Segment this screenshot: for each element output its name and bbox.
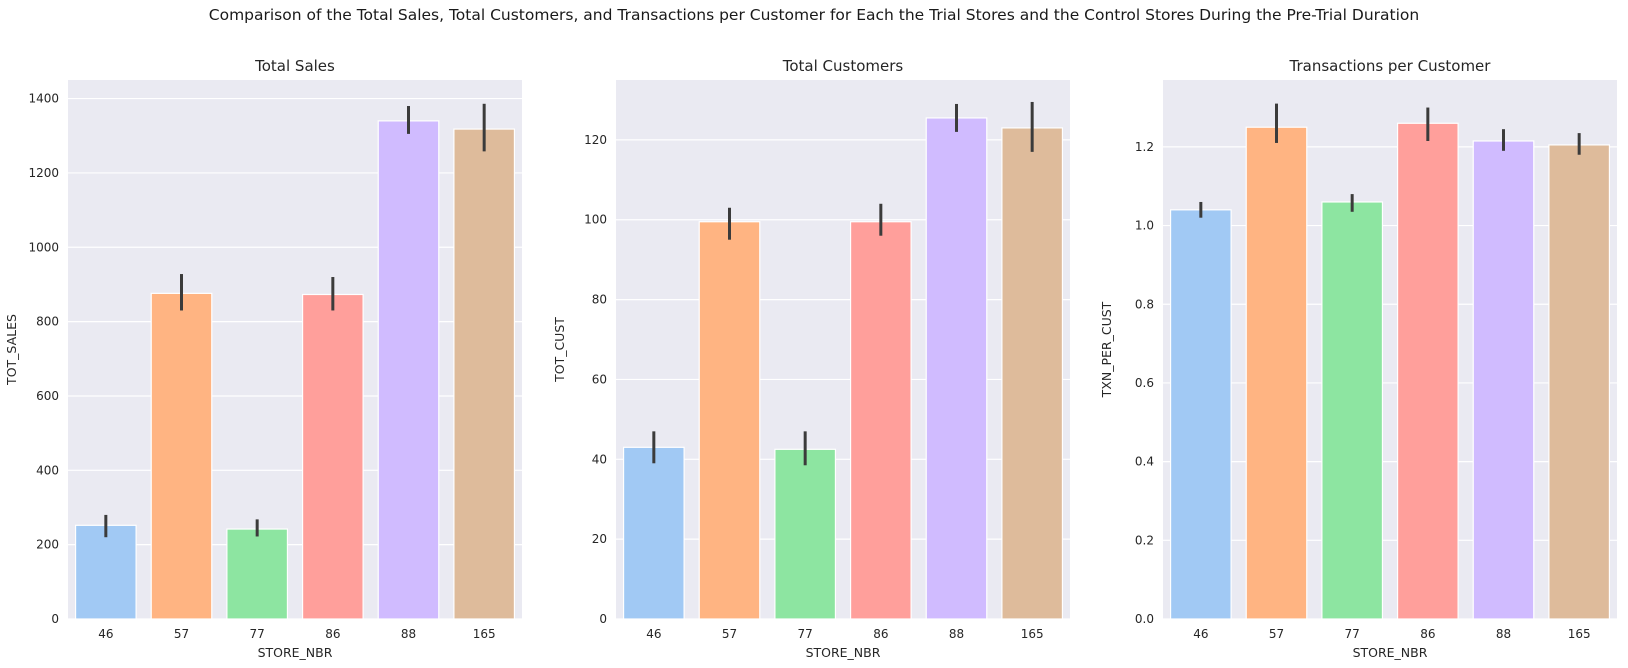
x-axis-label: STORE_NBR (1353, 645, 1428, 660)
x-tick-label: 46 (98, 627, 113, 641)
bar-165 (453, 128, 516, 620)
x-tick-label: 57 (174, 627, 189, 641)
bar-77 (774, 448, 837, 620)
x-tick-label: 165 (1021, 627, 1044, 641)
chart-title: Transactions per Customer (1289, 57, 1492, 75)
bar-165 (1001, 127, 1064, 620)
chart-total-customers: 0 20 40 60 80 100 120 46 57 77 86 88 165 Total Custom… (552, 57, 1070, 660)
bar-86 (849, 221, 912, 620)
y-tick-label: 40 (592, 452, 607, 466)
bar-46 (1169, 209, 1232, 620)
y-tick-label: 0 (599, 612, 607, 626)
y-tick-label: 0 (51, 612, 59, 626)
x-tick-label: 46 (1193, 627, 1208, 641)
figure-title: Comparison of the Total Sales, Total Cus… (208, 6, 1420, 24)
y-tick-label: 1400 (28, 92, 59, 106)
plot-area (616, 80, 1070, 619)
x-tick-label: 86 (325, 627, 340, 641)
x-axis-label: STORE_NBR (258, 645, 333, 660)
y-tick-label: 0.8 (1135, 297, 1154, 311)
y-tick-label: 1.0 (1135, 219, 1154, 233)
bar-88 (1472, 140, 1535, 620)
x-tick-label: 165 (1568, 627, 1591, 641)
y-tick-label: 20 (592, 532, 607, 546)
x-tick-label: 46 (646, 627, 661, 641)
y-tick-label: 800 (36, 315, 59, 329)
x-tick-label: 88 (1496, 627, 1511, 641)
y-tick-label: 0.0 (1135, 612, 1154, 626)
y-tick-label: 600 (36, 389, 59, 403)
bar-46 (74, 524, 137, 620)
y-tick-label: 0.2 (1135, 533, 1154, 547)
y-tick-label: 100 (584, 213, 607, 227)
bar-86 (1396, 122, 1459, 620)
y-tick-label: 1.2 (1135, 140, 1154, 154)
chart-transactions-per-customer: 0.0 0.2 0.4 0.6 0.8 1.0 1.2 46 57 77 86 88 165 Transa… (1099, 57, 1617, 660)
x-axis-label: STORE_NBR (806, 645, 881, 660)
x-tick-label: 165 (473, 627, 496, 641)
bar-57 (150, 292, 213, 620)
y-axis-label: TOT_CUST (552, 317, 567, 383)
y-tick-label: 400 (36, 463, 59, 477)
x-tick-label: 86 (1420, 627, 1435, 641)
x-tick-label: 77 (1345, 627, 1360, 641)
plot-area (68, 80, 522, 619)
chart-title: Total Customers (782, 57, 904, 75)
x-tick-label: 88 (949, 627, 964, 641)
bar-88 (377, 120, 440, 620)
bar-57 (1245, 126, 1308, 620)
y-tick-label: 80 (592, 293, 607, 307)
x-tick-label: 57 (1269, 627, 1284, 641)
chart-total-sales: 0 200 400 600 800 1000 1200 1400 46 57 77 86 88 165 To… (4, 57, 522, 660)
y-tick-label: 0.4 (1135, 455, 1154, 469)
bar-46 (622, 446, 685, 620)
bar-57 (698, 221, 761, 620)
chart-title: Total Sales (254, 57, 335, 75)
y-axis-label: TOT_SALES (4, 314, 19, 386)
bar-165 (1548, 144, 1611, 620)
x-tick-label: 57 (722, 627, 737, 641)
y-tick-label: 60 (592, 372, 607, 386)
bar-86 (301, 293, 364, 620)
bar-88 (925, 117, 988, 620)
x-tick-label: 77 (250, 627, 265, 641)
x-tick-label: 77 (798, 627, 813, 641)
y-tick-label: 1000 (28, 240, 59, 254)
bar-77 (1321, 201, 1384, 620)
y-tick-label: 0.6 (1135, 376, 1154, 390)
plot-area (1163, 80, 1617, 619)
y-tick-label: 1200 (28, 166, 59, 180)
y-tick-label: 200 (36, 538, 59, 552)
bar-77 (226, 528, 289, 620)
x-tick-label: 88 (401, 627, 416, 641)
x-tick-label: 86 (873, 627, 888, 641)
y-axis-label: TXN_PER_CUST (1099, 301, 1114, 398)
y-tick-label: 120 (584, 133, 607, 147)
